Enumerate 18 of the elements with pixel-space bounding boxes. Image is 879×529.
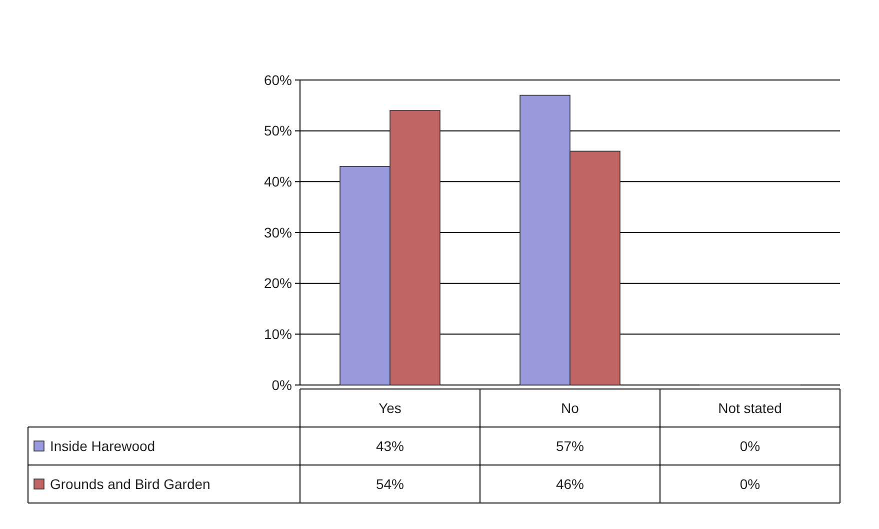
data-label: 46%: [556, 476, 584, 492]
x-tick-label: No: [561, 400, 580, 416]
legend-label: Grounds and Bird Garden: [50, 476, 210, 492]
x-tick-label: Not stated: [718, 400, 782, 416]
y-tick-label: 60%: [264, 72, 292, 88]
data-label: 57%: [556, 438, 584, 454]
y-tick-label: 40%: [264, 174, 292, 190]
data-label: 54%: [376, 476, 404, 492]
y-tick-label: 10%: [264, 326, 292, 342]
data-label: 0%: [740, 476, 760, 492]
y-tick-label: 50%: [264, 122, 292, 139]
y-tick-label: 0%: [272, 376, 292, 393]
x-tick-label: Yes: [378, 400, 402, 416]
legend-label: Inside Harewood: [50, 438, 156, 454]
y-tick-label: 20%: [264, 275, 292, 292]
data-label: 43%: [376, 438, 404, 454]
data-label: 0%: [740, 438, 760, 454]
y-tick-label: 30%: [264, 224, 292, 240]
